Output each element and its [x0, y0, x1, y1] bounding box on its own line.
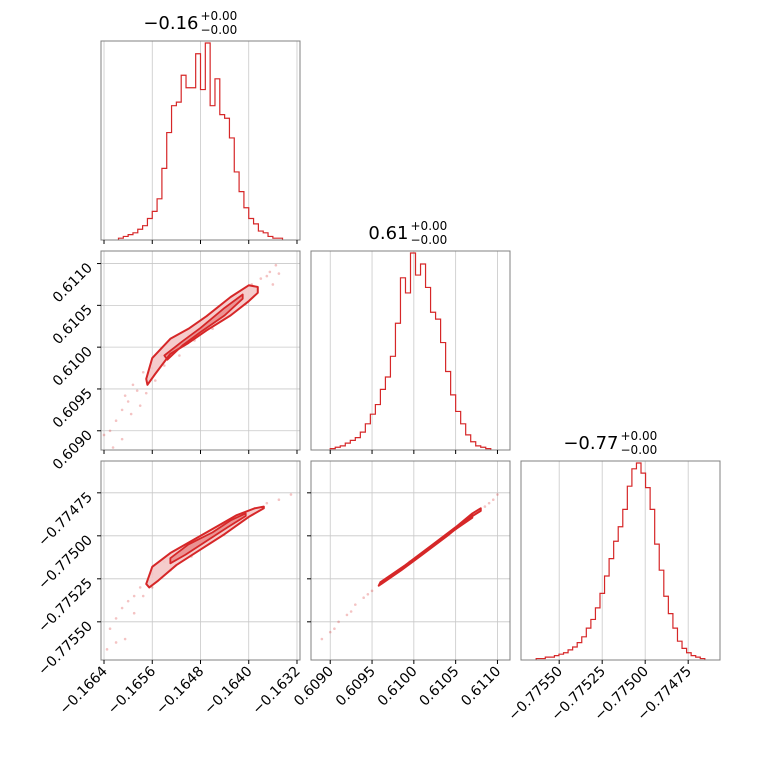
scatter-2-1-point [354, 603, 357, 606]
scatter-2-0-point [114, 617, 118, 620]
frames-layer [97, 40, 721, 664]
hist-x0 [117, 42, 284, 240]
scatter-1-0-point [271, 283, 275, 286]
y-axis-row1-tick-label: 0.6105 [50, 302, 96, 348]
scatter-1-0-point [141, 370, 145, 374]
scatter-2-0-contour-inner [169, 512, 247, 565]
hist-x2-title-sup: +0.00 [621, 429, 658, 443]
scatter-1-0-contour-inner [163, 293, 244, 361]
scatter-1-0-point [126, 400, 130, 403]
scatter-2-0-point [132, 611, 136, 615]
scatter-2-1-point [333, 627, 336, 630]
scatter-2-1-point [362, 596, 365, 600]
scatter-1-0-point [102, 433, 106, 437]
scatter-2-0-point [277, 498, 281, 501]
hist-x1-title-sub: −0.00 [411, 233, 448, 247]
panel-frame-scatter-2-1 [310, 460, 511, 661]
panel-frame-hist-1 [310, 250, 511, 451]
x-axis-col0-tick-label: −0.1648 [153, 664, 207, 718]
y-axis-row1-tick-label: 0.6090 [50, 427, 96, 473]
scatter-2-1-point [349, 610, 353, 613]
scatter-1-0-point [259, 277, 263, 280]
scatter-1-0-point [138, 404, 142, 407]
y-axis-row1-tick-label: 0.6110 [50, 260, 96, 306]
scatter-2-0-point [120, 606, 124, 610]
x-axis-col0-tick-label: −0.1640 [201, 664, 255, 718]
x-axis-col1-tick-label: 0.6110 [458, 664, 504, 710]
scatter-2-1-point [496, 493, 499, 496]
x-axis-col1-tick-label: 0.6105 [417, 664, 463, 710]
scatter-2-1-point [487, 501, 491, 505]
x-axis-col0-tick-label: −0.1656 [105, 663, 159, 717]
scatter-1-0-point [120, 408, 124, 412]
scatter-1-0-point [178, 354, 181, 357]
scatter-2-1-point [483, 505, 487, 508]
scatter-2-1-point [328, 630, 332, 634]
scatter-2-1-point [320, 637, 324, 641]
scatter-2-1-point [366, 592, 370, 596]
scatter-1-0-point [123, 394, 127, 397]
hist-x2-title: −0.77 [563, 433, 618, 454]
scatter-2-1-point [491, 498, 495, 501]
scatter-1-0-point [153, 379, 157, 382]
scatter-2-1-point [345, 613, 349, 617]
scatter-2-1-point [337, 620, 340, 624]
hist-x2 [535, 462, 706, 660]
data-layer [102, 42, 706, 660]
scatter-1-0-point [274, 263, 278, 267]
labels-layer: −0.16 +0.00−0.000.61 +0.00−0.00−0.77 +0.00−… [35, 9, 695, 724]
scatter-2-0-point [108, 627, 112, 630]
hist-x2-title-sub: −0.00 [621, 443, 658, 457]
scatter-2-0-point [265, 501, 269, 505]
y-axis-row1-tick-label: 0.6100 [50, 344, 96, 390]
scatter-1-0-point [277, 272, 281, 275]
scatter-2-0-point [114, 641, 118, 644]
scatter-1-0-point [265, 274, 269, 278]
scatter-2-0-point [123, 637, 127, 641]
scatter-1-0-point [114, 419, 118, 423]
x-axis-col1-tick-label: 0.6100 [375, 664, 421, 710]
scatter-2-0-point [289, 493, 293, 496]
scatter-1-0-point [144, 391, 148, 395]
x-axis-col1-tick-label: 0.6095 [333, 664, 379, 710]
scatter-1-0-point [129, 412, 133, 416]
panel-frame-hist-2 [520, 460, 721, 661]
scatter-2-0-point [141, 594, 145, 598]
x-axis-col0-tick-label: −0.1664 [57, 663, 111, 717]
scatter-1-0-point [120, 437, 124, 441]
hist-x0-title-sup: +0.00 [201, 9, 238, 23]
scatter-1-0-point [131, 383, 135, 387]
hist-x0-title: −0.16 [143, 13, 198, 34]
scatter-2-0-point [138, 586, 142, 589]
scatter-2-0-point [132, 594, 136, 598]
scatter-1-0-point [108, 429, 112, 433]
grid-layer [101, 41, 689, 660]
scatter-2-0-contour-outer [145, 505, 265, 589]
hist-x1-title-sup: +0.00 [411, 219, 448, 233]
hist-x0-title-sub: −0.00 [201, 23, 238, 37]
scatter-2-0-point [105, 648, 109, 651]
x-axis-col0-tick-label: −0.1632 [250, 664, 304, 718]
scatter-2-1-contour-inner [397, 514, 474, 572]
scatter-2-1-point [370, 589, 374, 593]
scatter-1-0-point [135, 389, 139, 392]
scatter-1-0-point [268, 270, 272, 274]
scatter-1-0-point [111, 446, 115, 449]
hist-x1-title: 0.61 [368, 223, 408, 244]
scatter-1-0-point [163, 364, 166, 367]
hist-x1 [329, 252, 492, 450]
scatter-2-0-point [126, 599, 130, 603]
y-axis-row1-tick-label: 0.6095 [50, 385, 96, 431]
